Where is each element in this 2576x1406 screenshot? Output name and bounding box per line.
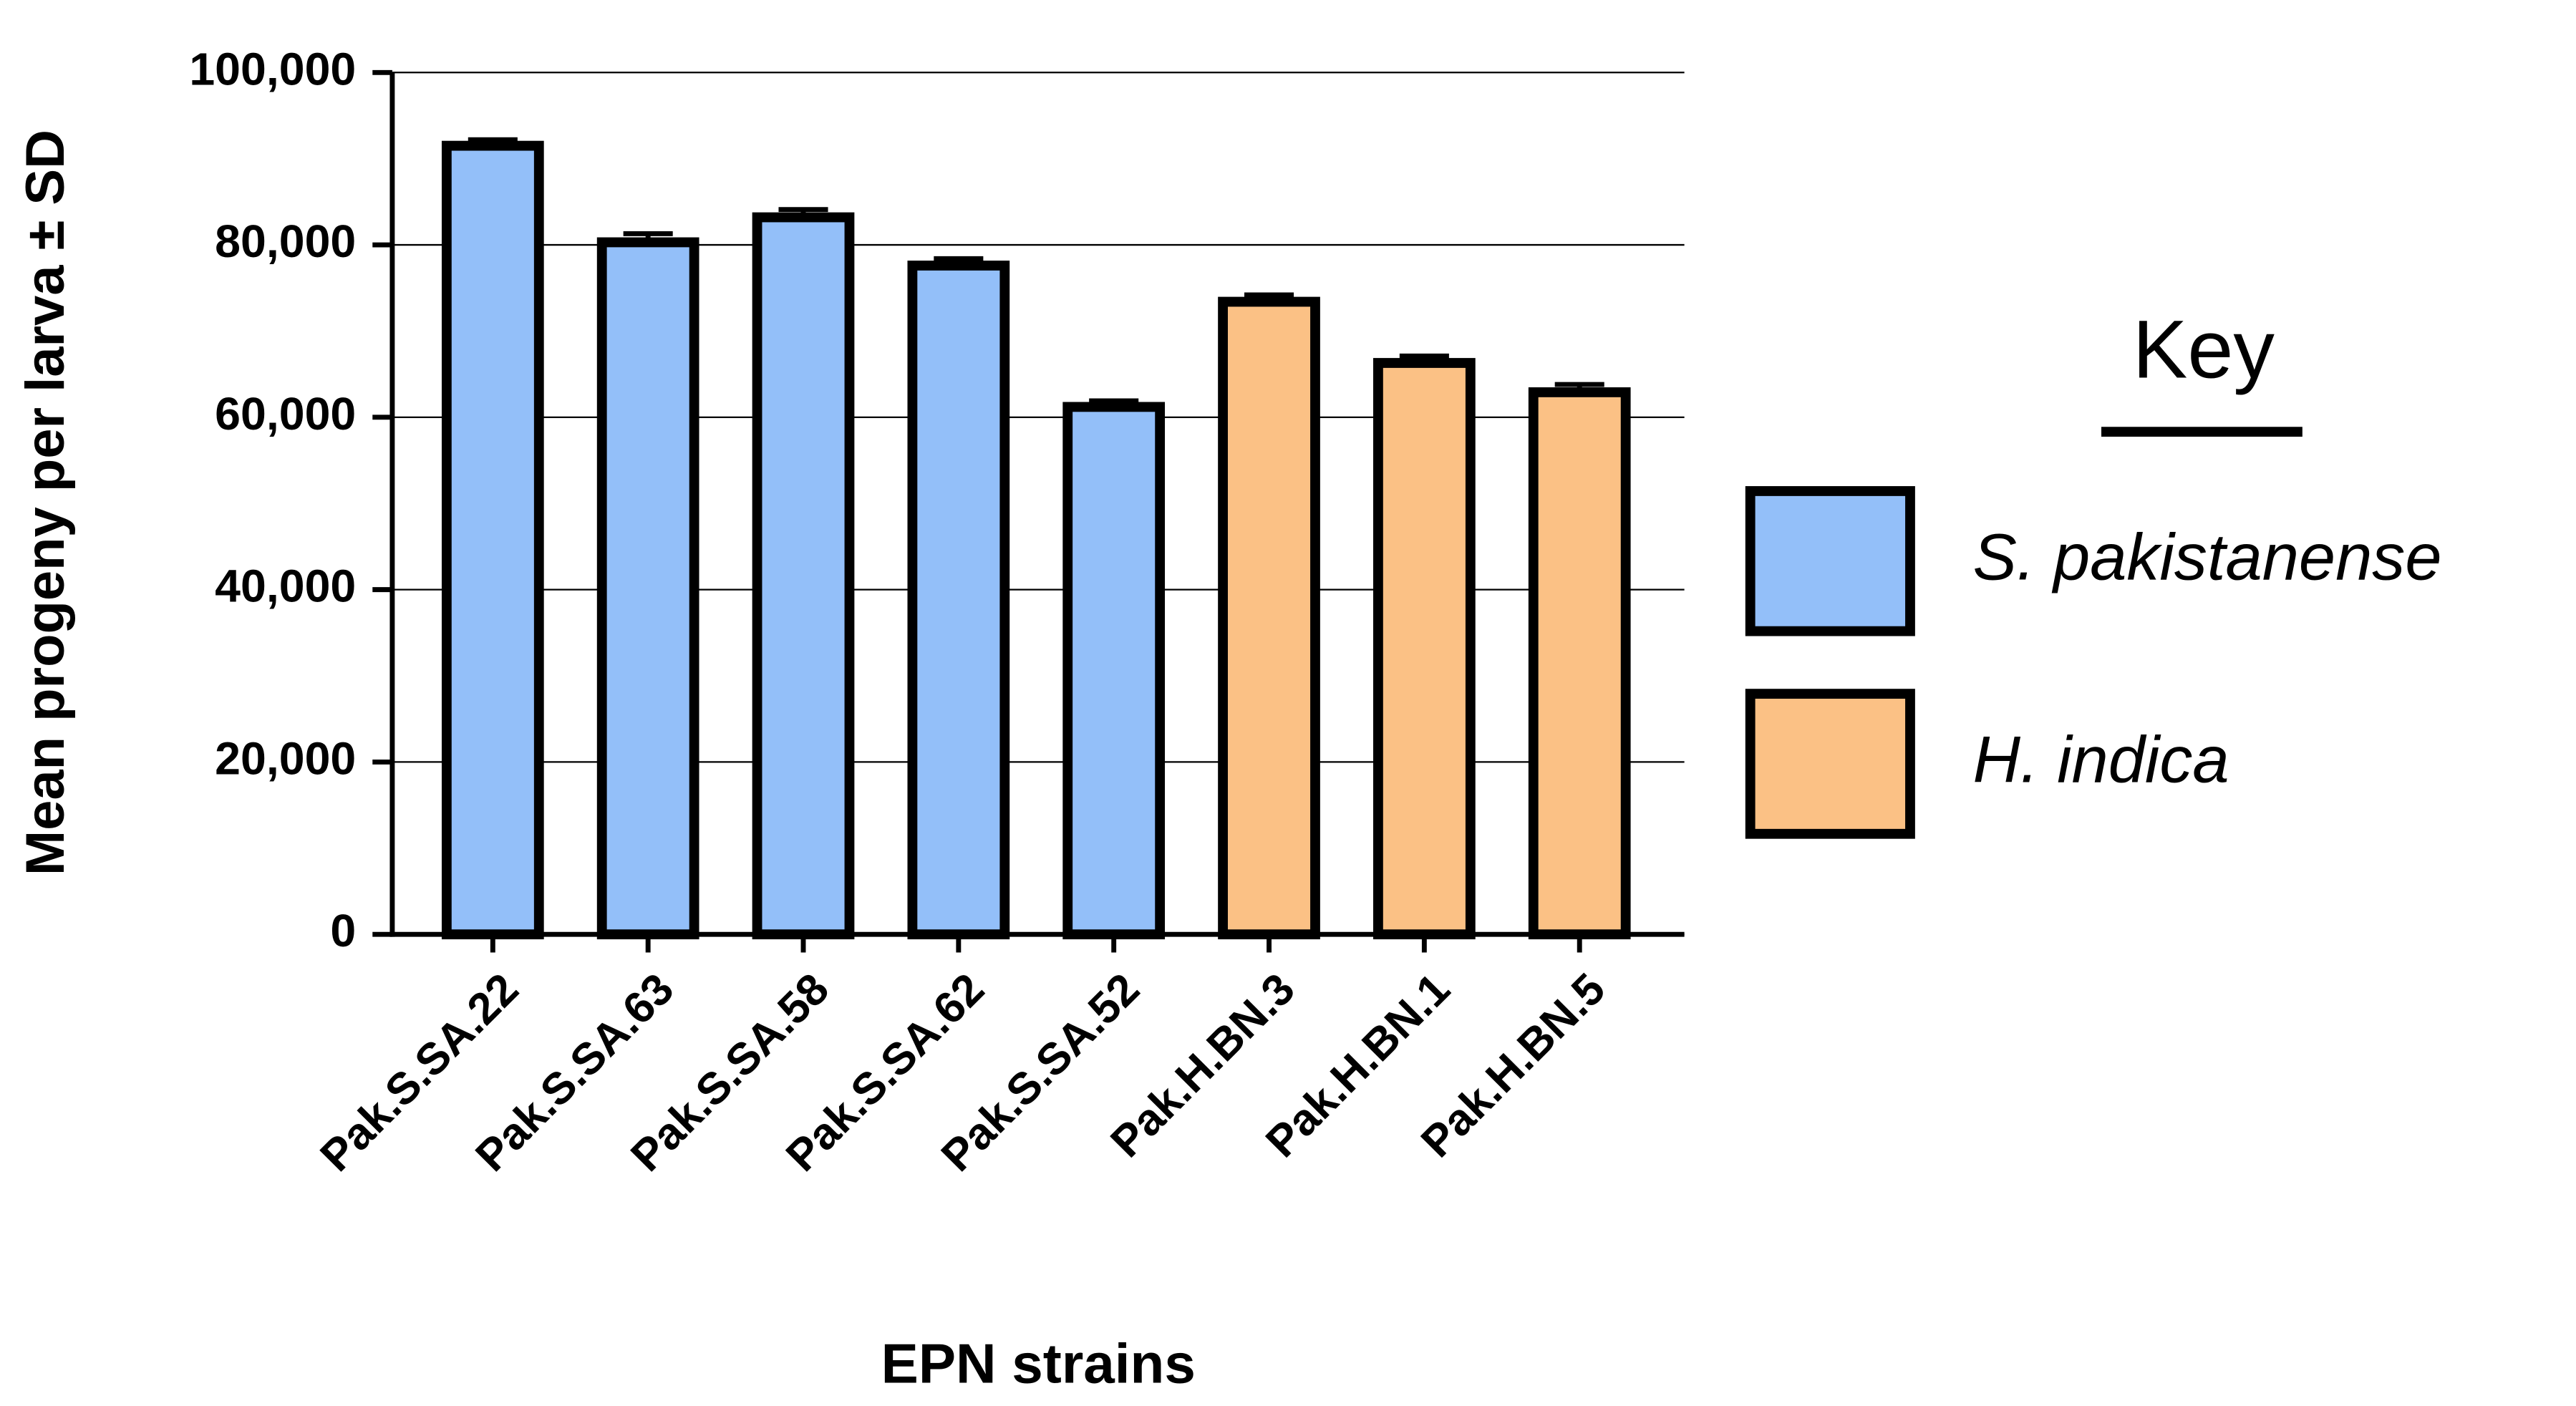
bar: [596, 237, 699, 940]
legend-label: H. indica: [1972, 722, 2229, 796]
y-tick-label: 40,000: [215, 561, 356, 612]
bar: [1373, 358, 1476, 940]
y-tick-label: 80,000: [215, 215, 356, 267]
y-tick-label: 60,000: [215, 388, 356, 440]
legend-label: S. pakistanense: [1972, 520, 2441, 593]
y-tick-label: 100,000: [189, 43, 356, 94]
bar: [752, 212, 855, 940]
y-tick-label: 0: [330, 905, 356, 956]
legend-title: Key: [2133, 304, 2275, 396]
bar: [1218, 296, 1320, 940]
bar: [907, 261, 1010, 940]
legend-swatch: [1745, 486, 1915, 636]
legend-swatch: [1745, 689, 1915, 839]
x-axis-title: EPN strains: [881, 1332, 1196, 1395]
y-tick-label: 20,000: [215, 732, 356, 784]
bar: [1528, 387, 1631, 940]
y-axis-title: Mean progeny per larva ± SD: [15, 130, 76, 876]
bar: [441, 140, 544, 940]
bar: [1062, 402, 1166, 940]
